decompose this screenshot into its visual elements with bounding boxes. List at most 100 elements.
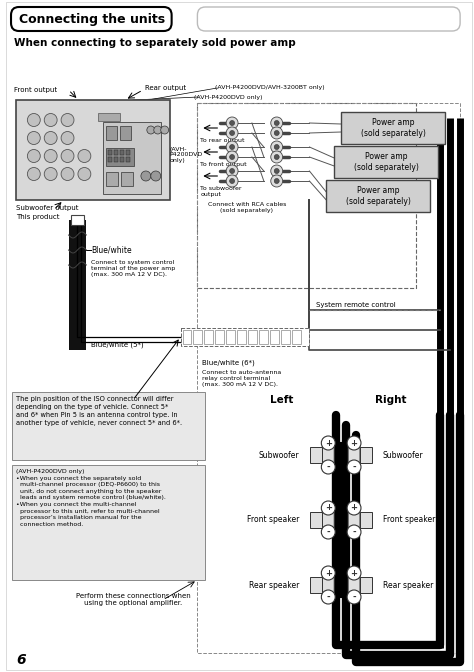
Text: Front speaker: Front speaker <box>247 515 300 525</box>
Polygon shape <box>348 571 360 599</box>
Circle shape <box>271 175 283 187</box>
Bar <box>71 215 84 225</box>
Circle shape <box>271 127 283 139</box>
Bar <box>226 330 235 344</box>
Bar <box>103 122 161 194</box>
Circle shape <box>141 171 151 181</box>
Text: -: - <box>352 593 356 601</box>
Bar <box>197 103 416 288</box>
Text: +: + <box>351 439 357 448</box>
FancyBboxPatch shape <box>11 7 172 31</box>
Text: Power amp
(sold separately): Power amp (sold separately) <box>346 186 411 206</box>
Text: -: - <box>327 593 330 601</box>
Circle shape <box>226 165 238 177</box>
Text: Perform these connections when
using the optional amplifier.: Perform these connections when using the… <box>75 593 191 607</box>
Text: 6: 6 <box>16 653 26 667</box>
Circle shape <box>151 171 161 181</box>
Circle shape <box>27 132 40 144</box>
Polygon shape <box>348 441 360 469</box>
Circle shape <box>271 141 283 153</box>
Text: To rear output: To rear output <box>201 138 245 143</box>
Text: Blue/white (6*): Blue/white (6*) <box>202 360 255 366</box>
Circle shape <box>61 132 74 144</box>
Text: +: + <box>325 503 332 513</box>
Text: -: - <box>352 528 356 536</box>
Circle shape <box>61 149 74 163</box>
Text: To subwoofer
output: To subwoofer output <box>201 186 242 197</box>
Bar <box>326 180 430 212</box>
Text: Front output: Front output <box>14 87 57 93</box>
Bar <box>360 577 372 593</box>
Circle shape <box>321 436 335 450</box>
Text: (AVH-P4200DVD only)
•When you connect the separately sold
  multi-channel proces: (AVH-P4200DVD only) •When you connect th… <box>16 469 166 527</box>
Bar <box>12 392 205 460</box>
Text: (AVH-P4200DVD/AVH-3200BT only): (AVH-P4200DVD/AVH-3200BT only) <box>215 85 325 91</box>
Text: Subwoofer output: Subwoofer output <box>16 205 79 211</box>
Circle shape <box>27 114 40 126</box>
Circle shape <box>78 149 91 163</box>
Text: Rear speaker: Rear speaker <box>249 581 300 589</box>
Circle shape <box>274 120 279 126</box>
Text: Rear speaker: Rear speaker <box>383 581 433 589</box>
Text: -: - <box>352 462 356 472</box>
Circle shape <box>271 151 283 163</box>
Circle shape <box>321 590 335 604</box>
Circle shape <box>61 114 74 126</box>
Bar <box>108 150 112 155</box>
Bar <box>121 172 133 186</box>
Circle shape <box>229 144 235 149</box>
Circle shape <box>44 167 57 181</box>
Bar <box>69 220 86 350</box>
Text: Subwoofer: Subwoofer <box>383 450 423 460</box>
Text: Connect to system control
terminal of the power amp
(max. 300 mA 12 V DC).: Connect to system control terminal of th… <box>91 260 175 277</box>
Circle shape <box>226 141 238 153</box>
Bar <box>126 150 130 155</box>
Polygon shape <box>322 441 334 469</box>
Text: (AVH-P4200DVD only): (AVH-P4200DVD only) <box>194 95 263 99</box>
Circle shape <box>347 436 361 450</box>
Circle shape <box>78 167 91 181</box>
Text: +: + <box>351 503 357 513</box>
Circle shape <box>347 590 361 604</box>
Bar <box>114 157 118 162</box>
Polygon shape <box>348 506 360 534</box>
Text: Blue/white: Blue/white <box>91 245 132 255</box>
Circle shape <box>274 130 279 136</box>
Circle shape <box>321 460 335 474</box>
Circle shape <box>147 126 155 134</box>
Text: To front output: To front output <box>201 162 247 167</box>
Text: Rear output: Rear output <box>145 85 186 91</box>
Text: Blue/white (5*): Blue/white (5*) <box>91 342 144 348</box>
Text: The pin position of the ISO connector will differ
depending on the type of vehic: The pin position of the ISO connector wi… <box>16 396 182 426</box>
Bar <box>270 330 279 344</box>
Bar <box>106 148 134 166</box>
Bar <box>16 100 170 200</box>
Text: +: + <box>325 569 332 577</box>
Text: -: - <box>327 462 330 472</box>
Text: Left: Left <box>270 395 293 405</box>
Text: Power amp
(sold separately): Power amp (sold separately) <box>354 153 419 172</box>
Text: When connecting to separately sold power amp: When connecting to separately sold power… <box>14 38 296 48</box>
Text: Connect to auto-antenna
relay control terminal
(max. 300 mA 12 V DC).: Connect to auto-antenna relay control te… <box>202 370 282 386</box>
Circle shape <box>347 525 361 539</box>
Circle shape <box>27 149 40 163</box>
Bar <box>106 172 118 186</box>
Text: Connecting the units: Connecting the units <box>19 13 165 26</box>
Circle shape <box>161 126 169 134</box>
Circle shape <box>226 117 238 129</box>
Polygon shape <box>322 506 334 534</box>
Circle shape <box>321 525 335 539</box>
Bar <box>120 150 124 155</box>
Circle shape <box>226 175 238 187</box>
Bar <box>360 512 372 528</box>
Circle shape <box>271 165 283 177</box>
Circle shape <box>274 169 279 173</box>
Circle shape <box>27 167 40 181</box>
Bar <box>310 512 322 528</box>
Circle shape <box>347 566 361 580</box>
Text: Connect with RCA cables
(sold separately): Connect with RCA cables (sold separately… <box>208 202 286 213</box>
Bar <box>181 328 310 346</box>
Bar <box>334 146 438 178</box>
Bar <box>120 126 131 140</box>
Circle shape <box>229 155 235 159</box>
